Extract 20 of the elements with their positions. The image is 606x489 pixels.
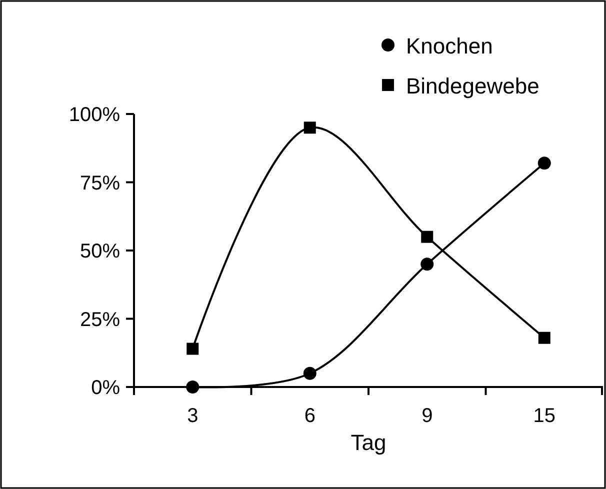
y-tick-label: 75% (80, 172, 120, 194)
point (186, 380, 200, 394)
point (538, 156, 551, 170)
y-tick-label: 100% (68, 104, 120, 126)
y-tick-label: 25% (80, 308, 120, 331)
x-tick-label: 3 (187, 405, 198, 427)
x-axis-title: Tag (350, 430, 386, 455)
point (538, 332, 550, 344)
legend-label: Bindegewebe (406, 74, 540, 99)
point (186, 342, 199, 355)
point (303, 366, 316, 380)
x-tick-label: 9 (422, 405, 433, 427)
legend-label: Knochen (406, 34, 493, 59)
x-tick-label: 15 (533, 405, 556, 427)
point (420, 258, 434, 271)
point (421, 230, 434, 243)
y-tick-label: 50% (80, 240, 120, 262)
point (304, 122, 316, 134)
x-tick-label: 6 (304, 405, 316, 427)
y-tick-label: 0% (91, 377, 120, 399)
